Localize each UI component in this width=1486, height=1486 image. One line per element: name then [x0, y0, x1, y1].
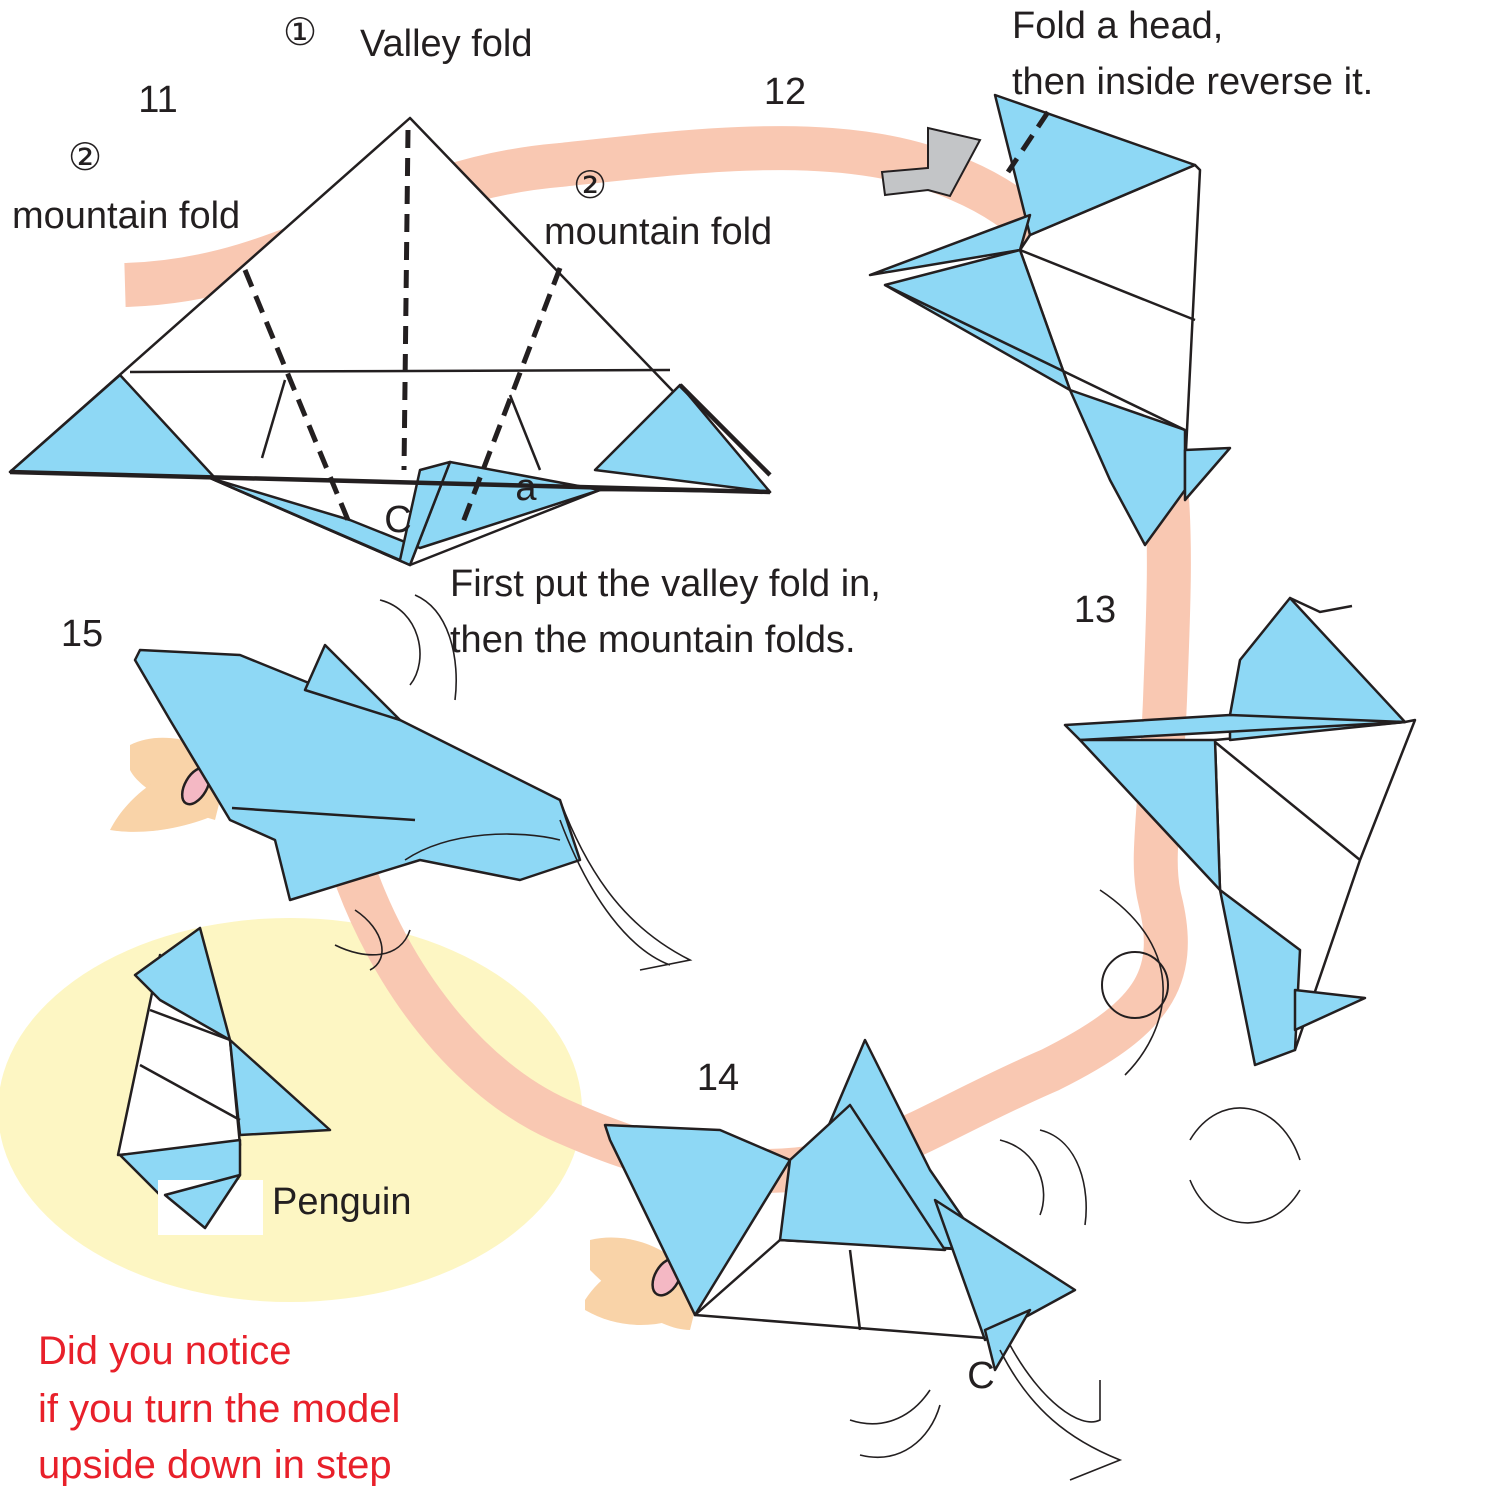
step-11-model	[10, 118, 770, 565]
mountain-label: mountain fold	[544, 211, 772, 253]
step-13-model	[1065, 598, 1415, 1065]
result-label: Penguin	[272, 1181, 411, 1223]
note-line: upside down in step	[38, 1443, 392, 1486]
instruction: First put the valley fold in,	[450, 563, 881, 605]
point-label: C	[967, 1355, 994, 1397]
instruction: Fold a head,	[1012, 5, 1223, 47]
note-line: if you turn the model	[38, 1387, 400, 1431]
step-number: 13	[1074, 589, 1116, 631]
mountain-marker: ②	[573, 165, 607, 207]
point-label: a	[515, 467, 537, 509]
step-number: 15	[61, 613, 103, 655]
mountain-marker: ②	[68, 137, 102, 179]
instruction: then inside reverse it.	[1012, 61, 1373, 103]
valley-label: Valley fold	[360, 23, 533, 65]
valley-marker: ①	[283, 12, 317, 54]
note-line: Did you notice	[38, 1329, 291, 1373]
point-label: C	[384, 499, 411, 541]
origami-diagram: ① Valley fold 11 ② mountain fold ② mount…	[0, 0, 1486, 1486]
mountain-label: mountain fold	[12, 195, 240, 237]
step-number: 12	[764, 71, 806, 113]
step-15-model	[110, 645, 580, 900]
step-number: 11	[138, 79, 177, 121]
step-number: 14	[697, 1057, 739, 1099]
instruction: then the mountain folds.	[450, 619, 856, 661]
